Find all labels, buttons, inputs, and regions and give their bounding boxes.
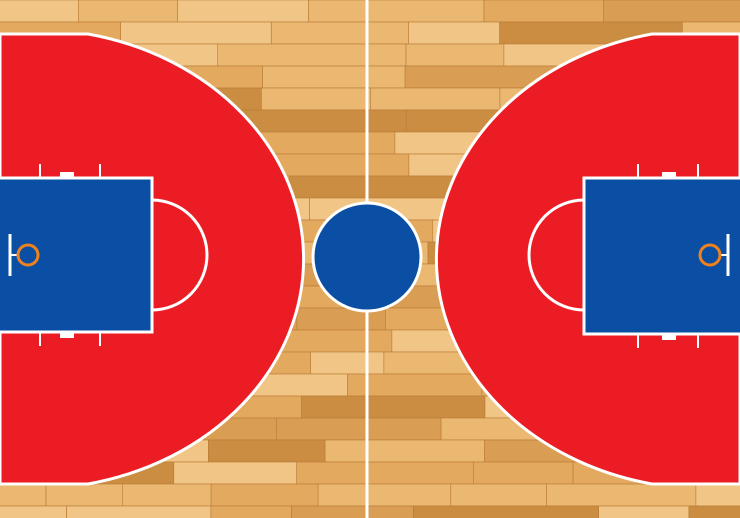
wood-plank: [270, 21, 409, 45]
wood-plank: [450, 483, 547, 507]
wood-plank: [173, 461, 298, 485]
wood-plank: [408, 21, 500, 45]
wood-plank: [210, 483, 319, 507]
wood-plank: [598, 505, 690, 518]
wood-plank: [308, 0, 485, 23]
wood-plank: [78, 0, 179, 23]
wood-plank: [310, 351, 385, 375]
wood-plank: [483, 0, 604, 23]
wood-plank: [120, 21, 272, 45]
wood-plank: [232, 109, 407, 133]
left-hoop-rim: [16, 243, 40, 267]
wood-plank: [413, 505, 599, 518]
wood-plank: [275, 417, 442, 441]
wood-plank: [370, 87, 501, 111]
wood-plank: [0, 505, 67, 518]
wood-plank: [177, 0, 309, 23]
wood-plank: [210, 505, 292, 518]
left-key-area: [0, 176, 154, 334]
wood-plank: [324, 439, 485, 463]
wood-plank: [66, 505, 212, 518]
wood-plank: [472, 461, 574, 485]
wood-plank: [688, 505, 740, 518]
wood-plank: [45, 483, 123, 507]
wood-plank: [296, 461, 474, 485]
wood-plank: [262, 65, 406, 89]
wood-plank: [217, 43, 407, 67]
wood-plank: [695, 483, 740, 507]
right-half: [434, 32, 740, 486]
wood-plank: [602, 0, 740, 23]
wood-plank: [0, 483, 47, 507]
wood-plank: [0, 0, 79, 23]
left-free-throw-arc: [151, 198, 209, 312]
right-hoop-rim: [698, 243, 722, 267]
left-half: [0, 32, 306, 486]
wood-plank: [261, 87, 371, 111]
wood-plank: [208, 439, 326, 463]
right-key-area: [582, 176, 740, 336]
left-lane-marks: [39, 164, 101, 346]
right-lane-marks: [637, 164, 699, 348]
right-free-throw-arc: [527, 198, 585, 312]
wood-plank: [301, 395, 486, 419]
wood-plank: [405, 43, 505, 67]
center-circle: [311, 201, 423, 313]
wood-plank: [288, 175, 460, 199]
wood-plank: [317, 483, 452, 507]
wood-plank: [546, 483, 697, 507]
wood-plank: [122, 483, 212, 507]
wood-plank: [291, 505, 414, 518]
